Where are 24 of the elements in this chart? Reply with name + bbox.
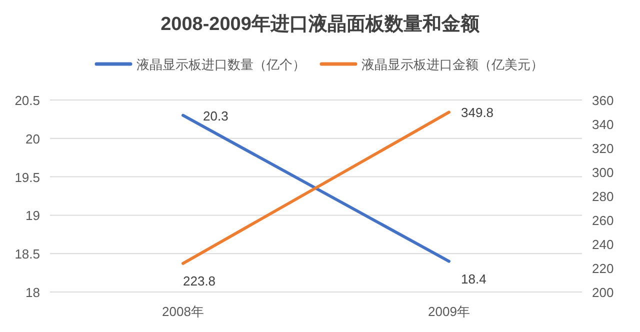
y2-tick-label: 280 (592, 189, 614, 204)
data-label: 223.8 (183, 273, 216, 288)
data-label: 20.3 (203, 108, 228, 124)
y-tick-label: 18.5 (14, 246, 40, 262)
x-tick-label: 2008年 (162, 304, 204, 319)
y-tick-label: 19.5 (14, 170, 40, 185)
y2-tick-label: 320 (592, 141, 614, 156)
y-tick-label: 19 (26, 208, 40, 224)
y2-tick-label: 200 (592, 285, 614, 300)
y-tick-label: 18 (26, 285, 40, 300)
y2-tick-label: 240 (592, 237, 614, 252)
y2-tick-label: 220 (592, 261, 614, 276)
data-label: 18.4 (461, 271, 486, 286)
y2-tick-label: 260 (592, 213, 614, 228)
legend-label: 液晶显示板进口金额（亿美元） (362, 57, 544, 72)
legend-label: 液晶显示板进口数量（亿个） (136, 57, 306, 72)
chart-title: 2008-2009年进口液晶面板数量和金额 (160, 13, 480, 35)
x-tick-label: 2009年 (428, 304, 470, 319)
y2-tick-label: 360 (592, 93, 614, 108)
data-label: 349.8 (461, 105, 494, 120)
y-tick-label: 20 (26, 131, 40, 146)
y-tick-label: 20.5 (14, 93, 40, 108)
y2-tick-label: 300 (592, 165, 614, 180)
y2-tick-label: 340 (592, 117, 614, 132)
